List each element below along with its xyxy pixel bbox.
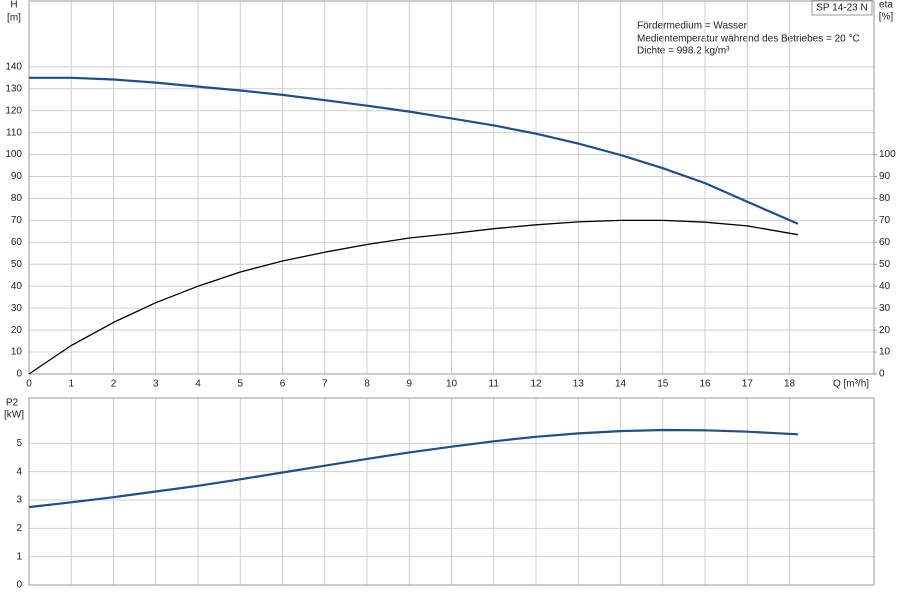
y-label: P2	[6, 398, 19, 409]
plot-frame	[28, 397, 875, 586]
x-tick-label: 18	[784, 379, 796, 390]
badge-box	[811, 0, 873, 16]
x-tick-label: 16	[699, 379, 711, 390]
y2-unit: [%]	[879, 12, 894, 23]
x-tick-label: 3	[153, 379, 159, 390]
curve	[29, 76, 799, 225]
plot-frame	[28, 0, 875, 375]
y-tick-label: 140	[5, 61, 22, 72]
x-tick-label: 9	[406, 379, 412, 390]
annotation: Fördermedium = Wasser	[637, 21, 748, 32]
annotation: Dichte = 998.2 kg/m³	[637, 46, 730, 57]
y-tick-label: 5	[16, 438, 22, 449]
y2-tick-label: 50	[879, 259, 891, 270]
y2-tick-label: 90	[879, 171, 891, 182]
y2-tick-label: 100	[879, 149, 896, 160]
y-tick-label: 40	[11, 281, 23, 292]
y2-tick-label: 30	[879, 303, 891, 314]
badge: SP 14-23 N	[816, 3, 868, 14]
x-tick-label: 6	[280, 379, 286, 390]
y-tick-label: 100	[5, 149, 22, 160]
x-tick-label: 7	[322, 379, 328, 390]
y2-tick-label: 10	[879, 347, 891, 358]
y-tick-label: 120	[5, 105, 22, 116]
y-label: H	[10, 0, 17, 11]
y2-tick-label: 0	[879, 369, 885, 380]
y-tick-label: 2	[16, 523, 22, 534]
x-tick-label: 5	[237, 379, 243, 390]
x-tick-label: 10	[446, 379, 458, 390]
x-tick-label: 12	[530, 379, 542, 390]
y-tick-label: 90	[11, 171, 23, 182]
x-tick-label: 2	[111, 379, 117, 390]
x-tick-label: 1	[68, 379, 74, 390]
y-tick-label: 110	[6, 127, 22, 138]
x-tick-label: 0	[26, 379, 32, 390]
y-tick-label: 10	[11, 347, 23, 358]
y2-tick-label: 60	[879, 237, 891, 248]
y-tick-label: 60	[11, 237, 23, 248]
x-tick-label: 4	[195, 379, 201, 390]
y-tick-label: 130	[5, 83, 22, 94]
y-unit: [m]	[7, 13, 21, 24]
y-tick-label: 4	[16, 466, 22, 477]
y2-tick-label: 20	[879, 325, 891, 336]
y-unit: [kW]	[4, 410, 24, 421]
y2-tick-label: 40	[879, 281, 891, 292]
x-label: Q [m³/h]	[833, 379, 869, 390]
y-tick-label: 50	[11, 259, 23, 270]
y-tick-label: 80	[11, 193, 23, 204]
y-tick-label: 0	[16, 580, 22, 591]
y2-tick-label: 80	[879, 193, 891, 204]
y-tick-label: 0	[16, 369, 22, 380]
y-tick-label: 3	[16, 495, 22, 506]
annotation: Medientemperatur während des Betriebes =…	[637, 34, 860, 45]
y2-tick-label: 70	[879, 215, 891, 226]
y-tick-label: 1	[16, 551, 22, 562]
x-tick-label: 13	[573, 379, 585, 390]
y2-label: eta	[879, 0, 893, 11]
x-tick-label: 17	[742, 379, 754, 390]
x-tick-label: 15	[657, 379, 669, 390]
y-tick-label: 30	[11, 303, 23, 314]
x-tick-label: 11	[489, 379, 500, 390]
curve	[28, 428, 798, 509]
x-tick-label: 8	[364, 379, 370, 390]
y-tick-label: 20	[11, 325, 23, 336]
curve	[28, 219, 799, 375]
x-tick-label: 14	[615, 379, 627, 390]
y-tick-label: 70	[11, 215, 23, 226]
